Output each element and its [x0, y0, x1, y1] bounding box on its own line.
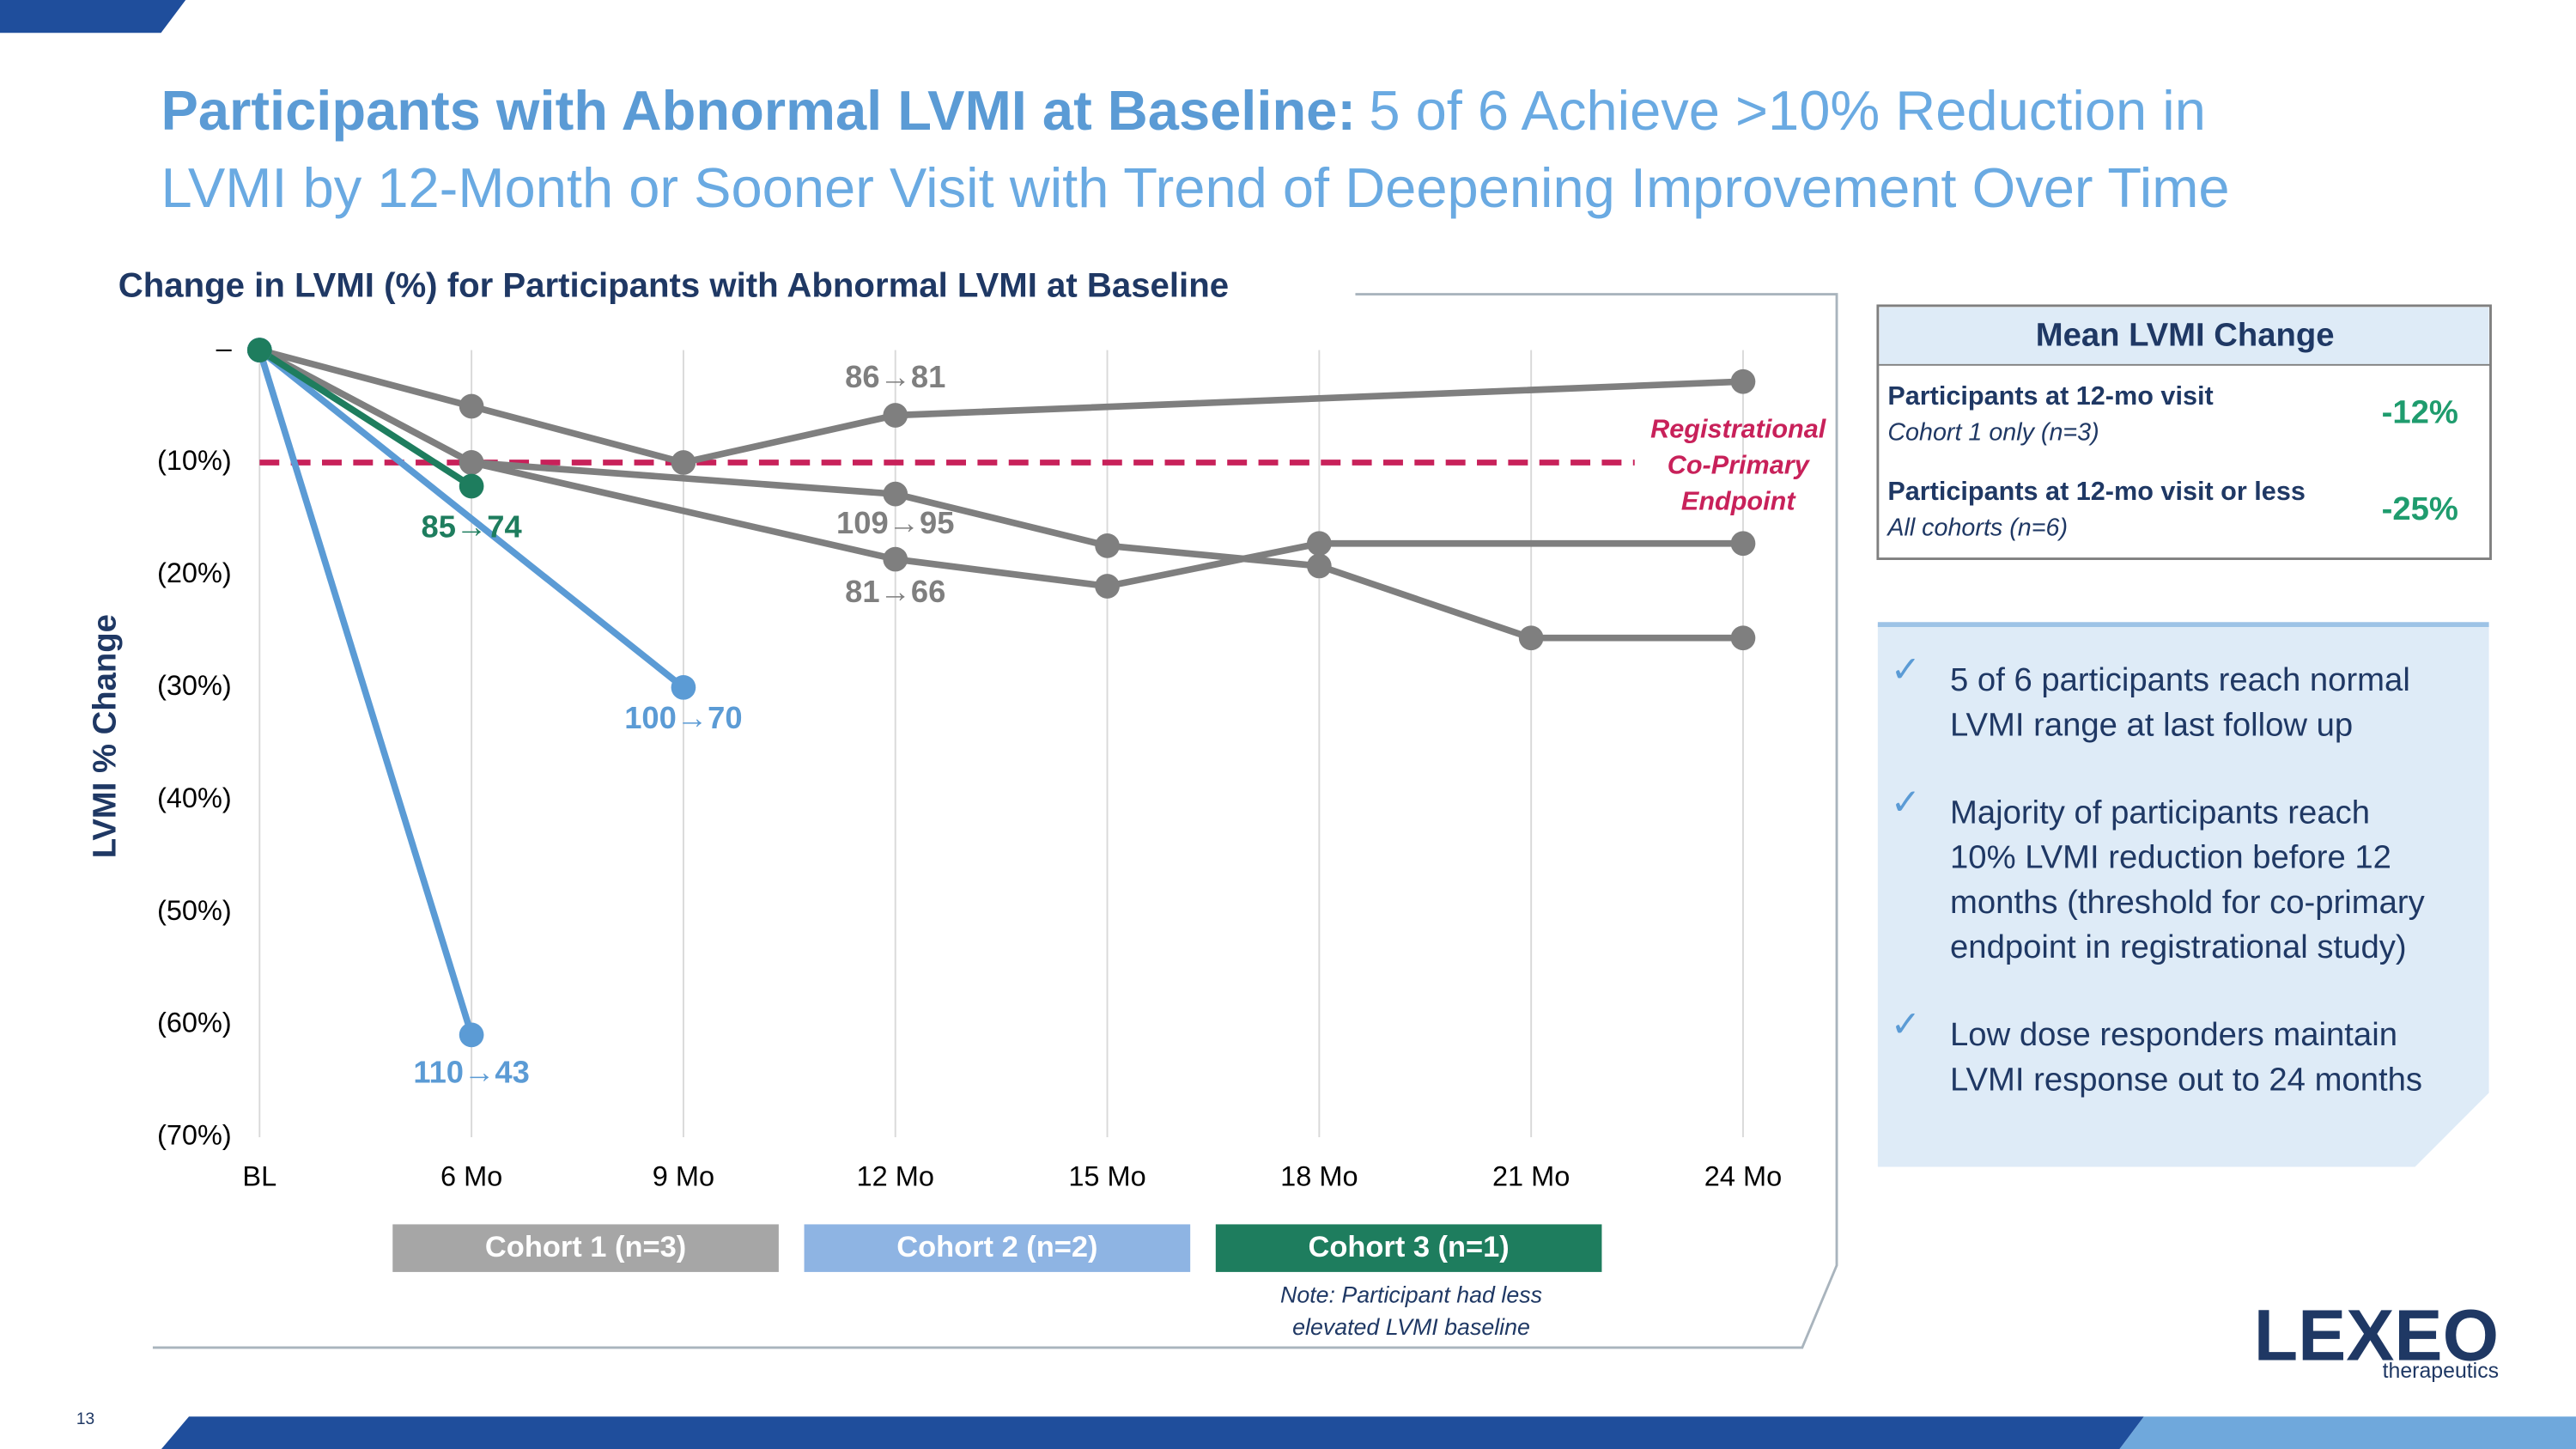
data-label: 100→70	[624, 700, 742, 735]
corner-bar	[0, 0, 186, 33]
x-tick-label: 15 Mo	[1068, 1160, 1145, 1191]
slide-title: Participants with Abnormal LVMI at Basel…	[161, 79, 2205, 142]
series-line	[258, 347, 474, 490]
legend-label: Cohort 2 (n=2)	[896, 1231, 1097, 1263]
data-label: 109→95	[836, 505, 954, 540]
mean-box-title: Mean LVMI Change	[2036, 316, 2335, 353]
data-point	[1730, 368, 1756, 394]
data-point	[1730, 625, 1756, 651]
y-tick-label: –	[216, 332, 233, 363]
x-tick-label: 6 Mo	[440, 1160, 502, 1191]
title-bold: Participants with Abnormal LVMI at Basel…	[161, 79, 1356, 142]
threshold-label: Co-Primary	[1668, 450, 1811, 479]
logo-sub: therapeutics	[2383, 1359, 2499, 1383]
data-label: 86→81	[845, 359, 945, 394]
mean-box-header	[1879, 307, 2489, 365]
data-point	[1307, 531, 1332, 557]
data-label: 85→74	[422, 508, 523, 544]
data-point	[883, 546, 908, 572]
note: Note: Participant had less	[1280, 1282, 1542, 1308]
title-line: LVMI by 12-Month or Sooner Visit with Tr…	[161, 156, 2229, 219]
logo: LEXEO	[2254, 1294, 2499, 1375]
note: elevated LVMI baseline	[1292, 1314, 1530, 1340]
data-point	[1730, 531, 1756, 557]
data-point	[459, 1022, 484, 1048]
y-tick-label: (40%)	[157, 782, 232, 813]
check-mark: ✓	[1891, 1004, 1921, 1044]
bullet-text: Majority of participants reach	[1950, 794, 2370, 831]
bullet-text: Low dose responders maintain	[1950, 1016, 2397, 1053]
data-point	[459, 393, 484, 419]
data-point	[1095, 574, 1120, 599]
y-tick-label: (60%)	[157, 1008, 232, 1038]
data-point	[1518, 625, 1544, 651]
mean-row-value: -25%	[2382, 490, 2458, 527]
check-mark: ✓	[1891, 782, 1921, 822]
footer-bar-light	[2119, 1416, 2576, 1449]
bullet-box	[1877, 624, 2489, 1167]
mean-row-value: -12%	[2382, 393, 2458, 430]
x-tick-label: 9 Mo	[653, 1160, 714, 1191]
mean-row-label: Participants at 12-mo visit or less	[1887, 477, 2306, 506]
y-tick-label: (30%)	[157, 670, 232, 701]
mean-row-sub: All cohorts (n=6)	[1886, 514, 2068, 542]
data-point	[459, 450, 484, 475]
x-tick-label: 21 Mo	[1492, 1160, 1570, 1191]
threshold-label: Registrational	[1650, 414, 1827, 443]
page-number: 13	[76, 1410, 94, 1428]
data-point	[883, 403, 908, 428]
data-point	[671, 450, 696, 475]
data-point	[1095, 533, 1120, 558]
series-line	[258, 347, 1743, 590]
bullet-text: 10% LVMI reduction before 12	[1950, 839, 2391, 876]
chart-frame	[152, 293, 1838, 1349]
bullet-text: months (threshold for co-primary	[1950, 884, 2426, 921]
mean-row-sub: Cohort 1 only (n=3)	[1887, 419, 2099, 447]
legend-box	[392, 1224, 779, 1272]
x-tick-label: 18 Mo	[1280, 1160, 1358, 1191]
data-point	[459, 473, 484, 499]
y-tick-label: (50%)	[157, 895, 232, 926]
title-rest: 5 of 6 Achieve >10% Reduction in	[1369, 79, 2206, 142]
plot: BL 6 Mo 9 Mo 12 Mo 15 Mo 18 Mo 21 Mo 24 Mo – (10%…	[157, 332, 1827, 1340]
bullet-text: 5 of 6 participants reach normal	[1950, 661, 2410, 698]
data-label: 110→43	[413, 1054, 529, 1089]
threshold-label: Endpoint	[1681, 487, 1796, 516]
series-line	[256, 349, 475, 1037]
y-tick-label: (70%)	[157, 1120, 232, 1151]
x-tick-label: BL	[242, 1160, 276, 1191]
legend-box	[1215, 1224, 1602, 1272]
data-label: 81→66	[845, 574, 945, 609]
chart-title: Change in LVMI (%) for Participants with…	[118, 265, 1229, 304]
data-point	[246, 338, 272, 362]
x-tick-label: 12 Mo	[857, 1160, 934, 1191]
bullet-text: LVMI response out to 24 months	[1950, 1061, 2422, 1098]
bullet-list: ✓ 5 of 6 participants reach normal LVMI ra…	[1891, 649, 2426, 1099]
data-point	[671, 674, 696, 700]
bullet-text: endpoint in registrational study)	[1950, 928, 2407, 965]
series-line	[257, 347, 686, 691]
data-point	[883, 481, 908, 507]
x-tick-label: 24 Mo	[1704, 1160, 1782, 1191]
y-axis-title: LVMI % Change	[86, 614, 123, 858]
mean-row-label: Participants at 12-mo visit	[1887, 381, 2213, 411]
y-tick-label: (20%)	[157, 557, 232, 588]
footer-bar	[161, 1416, 2144, 1449]
legend-label: Cohort 3 (n=1)	[1308, 1231, 1509, 1263]
check-mark: ✓	[1891, 649, 1921, 690]
bullet-text: LVMI range at last follow up	[1950, 706, 2353, 743]
legend-box	[804, 1224, 1191, 1272]
data-point	[1307, 553, 1332, 579]
legend-label: Cohort 1 (n=3)	[485, 1231, 686, 1263]
y-tick-label: (10%)	[157, 445, 232, 476]
